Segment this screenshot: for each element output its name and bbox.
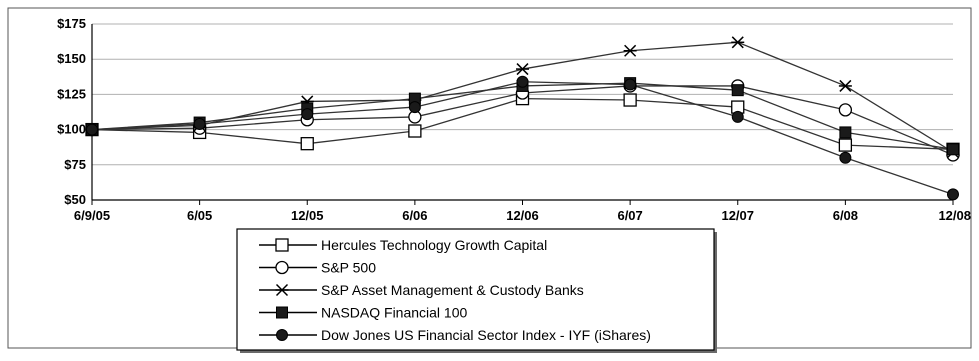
data-point-dow-jones-us-financial-sector-index-iyf-ishares — [193, 117, 206, 130]
legend-label: Hercules Technology Growth Capital — [321, 237, 547, 253]
data-point-dow-jones-us-financial-sector-index-iyf-ishares — [301, 108, 314, 121]
y-tick-label: $100 — [57, 122, 86, 137]
data-point-dow-jones-us-financial-sector-index-iyf-ishares — [408, 101, 421, 114]
legend-marker-nasdaq-financial-100 — [276, 306, 288, 319]
data-point-hercules-technology-growth-capital — [300, 137, 314, 151]
x-tick-label: 6/06 — [402, 208, 427, 223]
x-tick-label: 12/07 — [721, 208, 754, 223]
x-tick-label: 12/06 — [506, 208, 539, 223]
y-tick-label: $50 — [64, 192, 86, 207]
legend: Hercules Technology Growth Capital S&P 50… — [236, 228, 717, 353]
legend-label: Dow Jones US Financial Sector Index - IY… — [321, 327, 651, 343]
x-tick-label: 6/9/05 — [74, 208, 110, 223]
x-tick-label: 6/07 — [617, 208, 642, 223]
x-tick-label: 12/05 — [291, 208, 324, 223]
x-tick-label: 6/08 — [833, 208, 858, 223]
y-tick-label: $175 — [57, 16, 86, 31]
data-point-dow-jones-us-financial-sector-index-iyf-ishares — [947, 188, 959, 201]
data-point-s-p-asset-management-custody-banks — [516, 63, 529, 76]
legend-label: S&P 500 — [321, 260, 376, 276]
data-point-dow-jones-us-financial-sector-index-iyf-ishares — [86, 123, 98, 136]
data-point-s-p-500 — [838, 103, 853, 117]
data-point-nasdaq-financial-100 — [947, 143, 959, 156]
data-point-s-p-asset-management-custody-banks — [731, 36, 745, 49]
legend-marker-dow-jones-us-financial-sector-index-iyf-ishares — [276, 329, 288, 341]
x-tick-label: 12/08 — [938, 208, 971, 223]
x-tick-label: 6/05 — [187, 208, 212, 223]
legend-label: NASDAQ Financial 100 — [321, 305, 468, 321]
series-lines — [85, 36, 960, 201]
data-point-s-p-asset-management-custody-banks — [623, 44, 637, 57]
axes: $175 $150 $125 $100 $75 $506/9/05 6/05 12/05 6/0… — [57, 16, 971, 223]
data-point-dow-jones-us-financial-sector-index-iyf-ishares — [839, 151, 852, 164]
data-point-dow-jones-us-financial-sector-index-iyf-ishares — [516, 75, 529, 88]
data-point-dow-jones-us-financial-sector-index-iyf-ishares — [731, 110, 744, 123]
data-point-s-p-asset-management-custody-banks — [838, 79, 852, 92]
y-tick-label: $125 — [57, 86, 86, 101]
legend-marker-s-p-500 — [275, 260, 289, 275]
y-tick-label: $75 — [64, 157, 86, 172]
legend-marker-hercules-technology-growth-capital — [275, 238, 289, 252]
legend-label: S&P Asset Management & Custody Banks — [321, 282, 584, 298]
data-point-hercules-technology-growth-capital — [623, 93, 637, 107]
y-tick-label: $150 — [57, 51, 86, 66]
data-point-dow-jones-us-financial-sector-index-iyf-ishares — [624, 78, 637, 91]
data-point-hercules-technology-growth-capital — [838, 138, 853, 152]
data-point-hercules-technology-growth-capital — [408, 124, 422, 138]
data-point-nasdaq-financial-100 — [839, 126, 852, 139]
legend-marker-s-p-asset-management-custody-banks — [275, 283, 289, 297]
grid-lines — [92, 23, 953, 201]
data-point-nasdaq-financial-100 — [731, 84, 744, 97]
